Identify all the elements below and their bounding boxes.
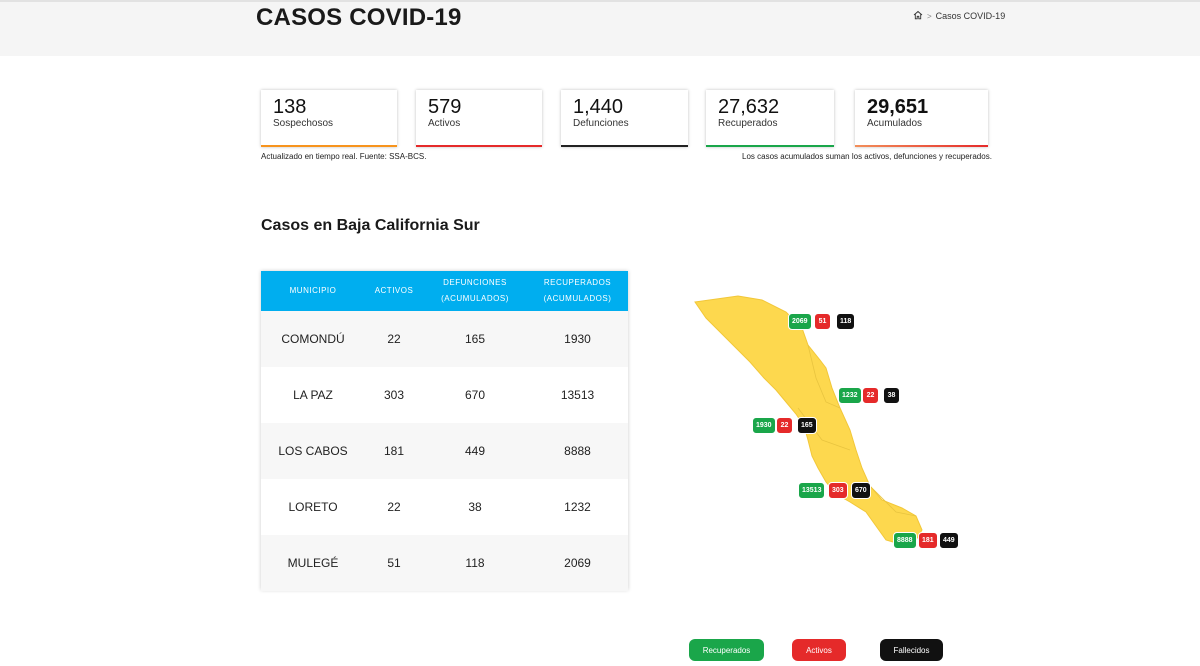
legend-activos[interactable]: Activos — [792, 639, 846, 661]
table-row: LORETO 22 38 1232 — [261, 479, 628, 535]
table-header: MUNICIPIO ACTIVOS DEFUNCIONES (ACUMULADO… — [261, 271, 628, 311]
map-badge-activos: 181 — [918, 532, 938, 549]
table-row: LA PAZ 303 670 13513 — [261, 367, 628, 423]
stat-card-sospechosos: 138 Sospechosos — [261, 90, 397, 147]
cell-activos: 303 — [383, 388, 405, 402]
stat-bar — [706, 145, 834, 147]
stat-label: Defunciones — [573, 118, 629, 129]
page-title: CASOS COVID-19 — [256, 4, 462, 31]
map-badge-recuperados: 2069 — [788, 313, 812, 330]
column-header-activos: ACTIVOS — [374, 286, 414, 295]
stat-value: 29,651 — [867, 96, 929, 118]
stat-bar — [261, 145, 397, 147]
stat-label: Activos — [428, 118, 461, 129]
map-badge-activos: 22 — [862, 387, 879, 404]
cell-defunciones: 449 — [464, 444, 486, 458]
map-badge-fallecidos: 670 — [851, 482, 871, 499]
map-badge-fallecidos: 165 — [797, 417, 817, 434]
stat-value: 27,632 — [718, 96, 780, 118]
stat-card-acumulados: 29,651 Acumulados — [855, 90, 988, 147]
stat-label: Acumulados — [867, 118, 923, 129]
stat-bar — [561, 145, 688, 147]
cell-municipio: LOS CABOS — [278, 444, 348, 458]
cell-recuperados: 2069 — [564, 556, 591, 570]
source-note: Actualizado en tiempo real. Fuente: SSA-… — [261, 152, 427, 161]
bcs-map-shape — [694, 295, 923, 545]
stat-value: 579 — [428, 96, 462, 118]
column-header-recuperados: RECUPERADOS (ACUMULADOS) — [543, 278, 612, 303]
legend-fallecidos[interactable]: Fallecidos — [880, 639, 943, 661]
cell-municipio: LA PAZ — [293, 388, 333, 402]
map-badge-activos: 22 — [776, 417, 793, 434]
stat-bar — [416, 145, 542, 147]
cell-recuperados: 8888 — [564, 444, 591, 458]
map-badge-recuperados: 13513 — [798, 482, 826, 499]
cell-municipio: MULEGÉ — [287, 556, 339, 570]
stat-value: 1,440 — [573, 96, 624, 118]
cell-municipio: COMONDÚ — [281, 332, 345, 346]
map-badge-fallecidos: 118 — [836, 313, 856, 330]
cell-defunciones: 118 — [465, 556, 485, 570]
cell-municipio: LORETO — [288, 500, 338, 514]
cell-recuperados: 1232 — [564, 500, 591, 514]
cell-defunciones: 165 — [464, 332, 486, 346]
stat-card-activos: 579 Activos — [416, 90, 542, 147]
section-title: Casos en Baja California Sur — [261, 217, 480, 234]
cell-activos: 51 — [387, 556, 401, 570]
stat-bar — [855, 145, 988, 147]
accumulated-note: Los casos acumulados suman los activos, … — [742, 152, 992, 161]
home-icon[interactable] — [913, 10, 923, 22]
cell-activos: 22 — [387, 500, 401, 514]
map-badge-fallecidos: 38 — [883, 387, 900, 404]
cell-defunciones: 670 — [464, 388, 486, 402]
stat-label: Sospechosos — [273, 118, 334, 129]
column-header-defunciones: DEFUNCIONES (ACUMULADOS) — [441, 278, 509, 303]
legend-recuperados[interactable]: Recuperados — [689, 639, 764, 661]
stat-value: 138 — [273, 96, 307, 118]
map-badge-recuperados: 8888 — [893, 532, 917, 549]
cell-activos: 181 — [383, 444, 405, 458]
column-header-municipio: MUNICIPIO — [289, 286, 337, 295]
stat-card-recuperados: 27,632 Recuperados — [706, 90, 834, 147]
table-body: COMONDÚ 22 165 1930 LA PAZ 303 670 13513… — [261, 311, 628, 591]
stat-label: Recuperados — [718, 118, 778, 129]
table-row: MULEGÉ 51 118 2069 — [261, 535, 628, 591]
cell-recuperados: 13513 — [560, 388, 595, 402]
map-badge-recuperados: 1232 — [838, 387, 862, 404]
table-row: LOS CABOS 181 449 8888 — [261, 423, 628, 479]
table-row: COMONDÚ 22 165 1930 — [261, 311, 628, 367]
map-badge-activos: 303 — [828, 482, 848, 499]
bcs-map: 2069 51 118 1232 22 38 1930 22 165 13513… — [690, 290, 970, 560]
cell-activos: 22 — [387, 332, 401, 346]
cell-recuperados: 1930 — [564, 332, 591, 346]
breadcrumb-current: Casos COVID-19 — [935, 11, 1006, 21]
municipios-table: MUNICIPIO ACTIVOS DEFUNCIONES (ACUMULADO… — [261, 271, 628, 591]
breadcrumb: > Casos COVID-19 — [913, 10, 1005, 22]
map-badge-activos: 51 — [814, 313, 831, 330]
map-badge-fallecidos: 449 — [939, 532, 959, 549]
stat-card-defunciones: 1,440 Defunciones — [561, 90, 688, 147]
page-header: CASOS COVID-19 > Casos COVID-19 — [0, 0, 1200, 56]
breadcrumb-separator: > — [927, 11, 932, 21]
map-badge-recuperados: 1930 — [752, 417, 776, 434]
cell-defunciones: 38 — [468, 500, 482, 514]
